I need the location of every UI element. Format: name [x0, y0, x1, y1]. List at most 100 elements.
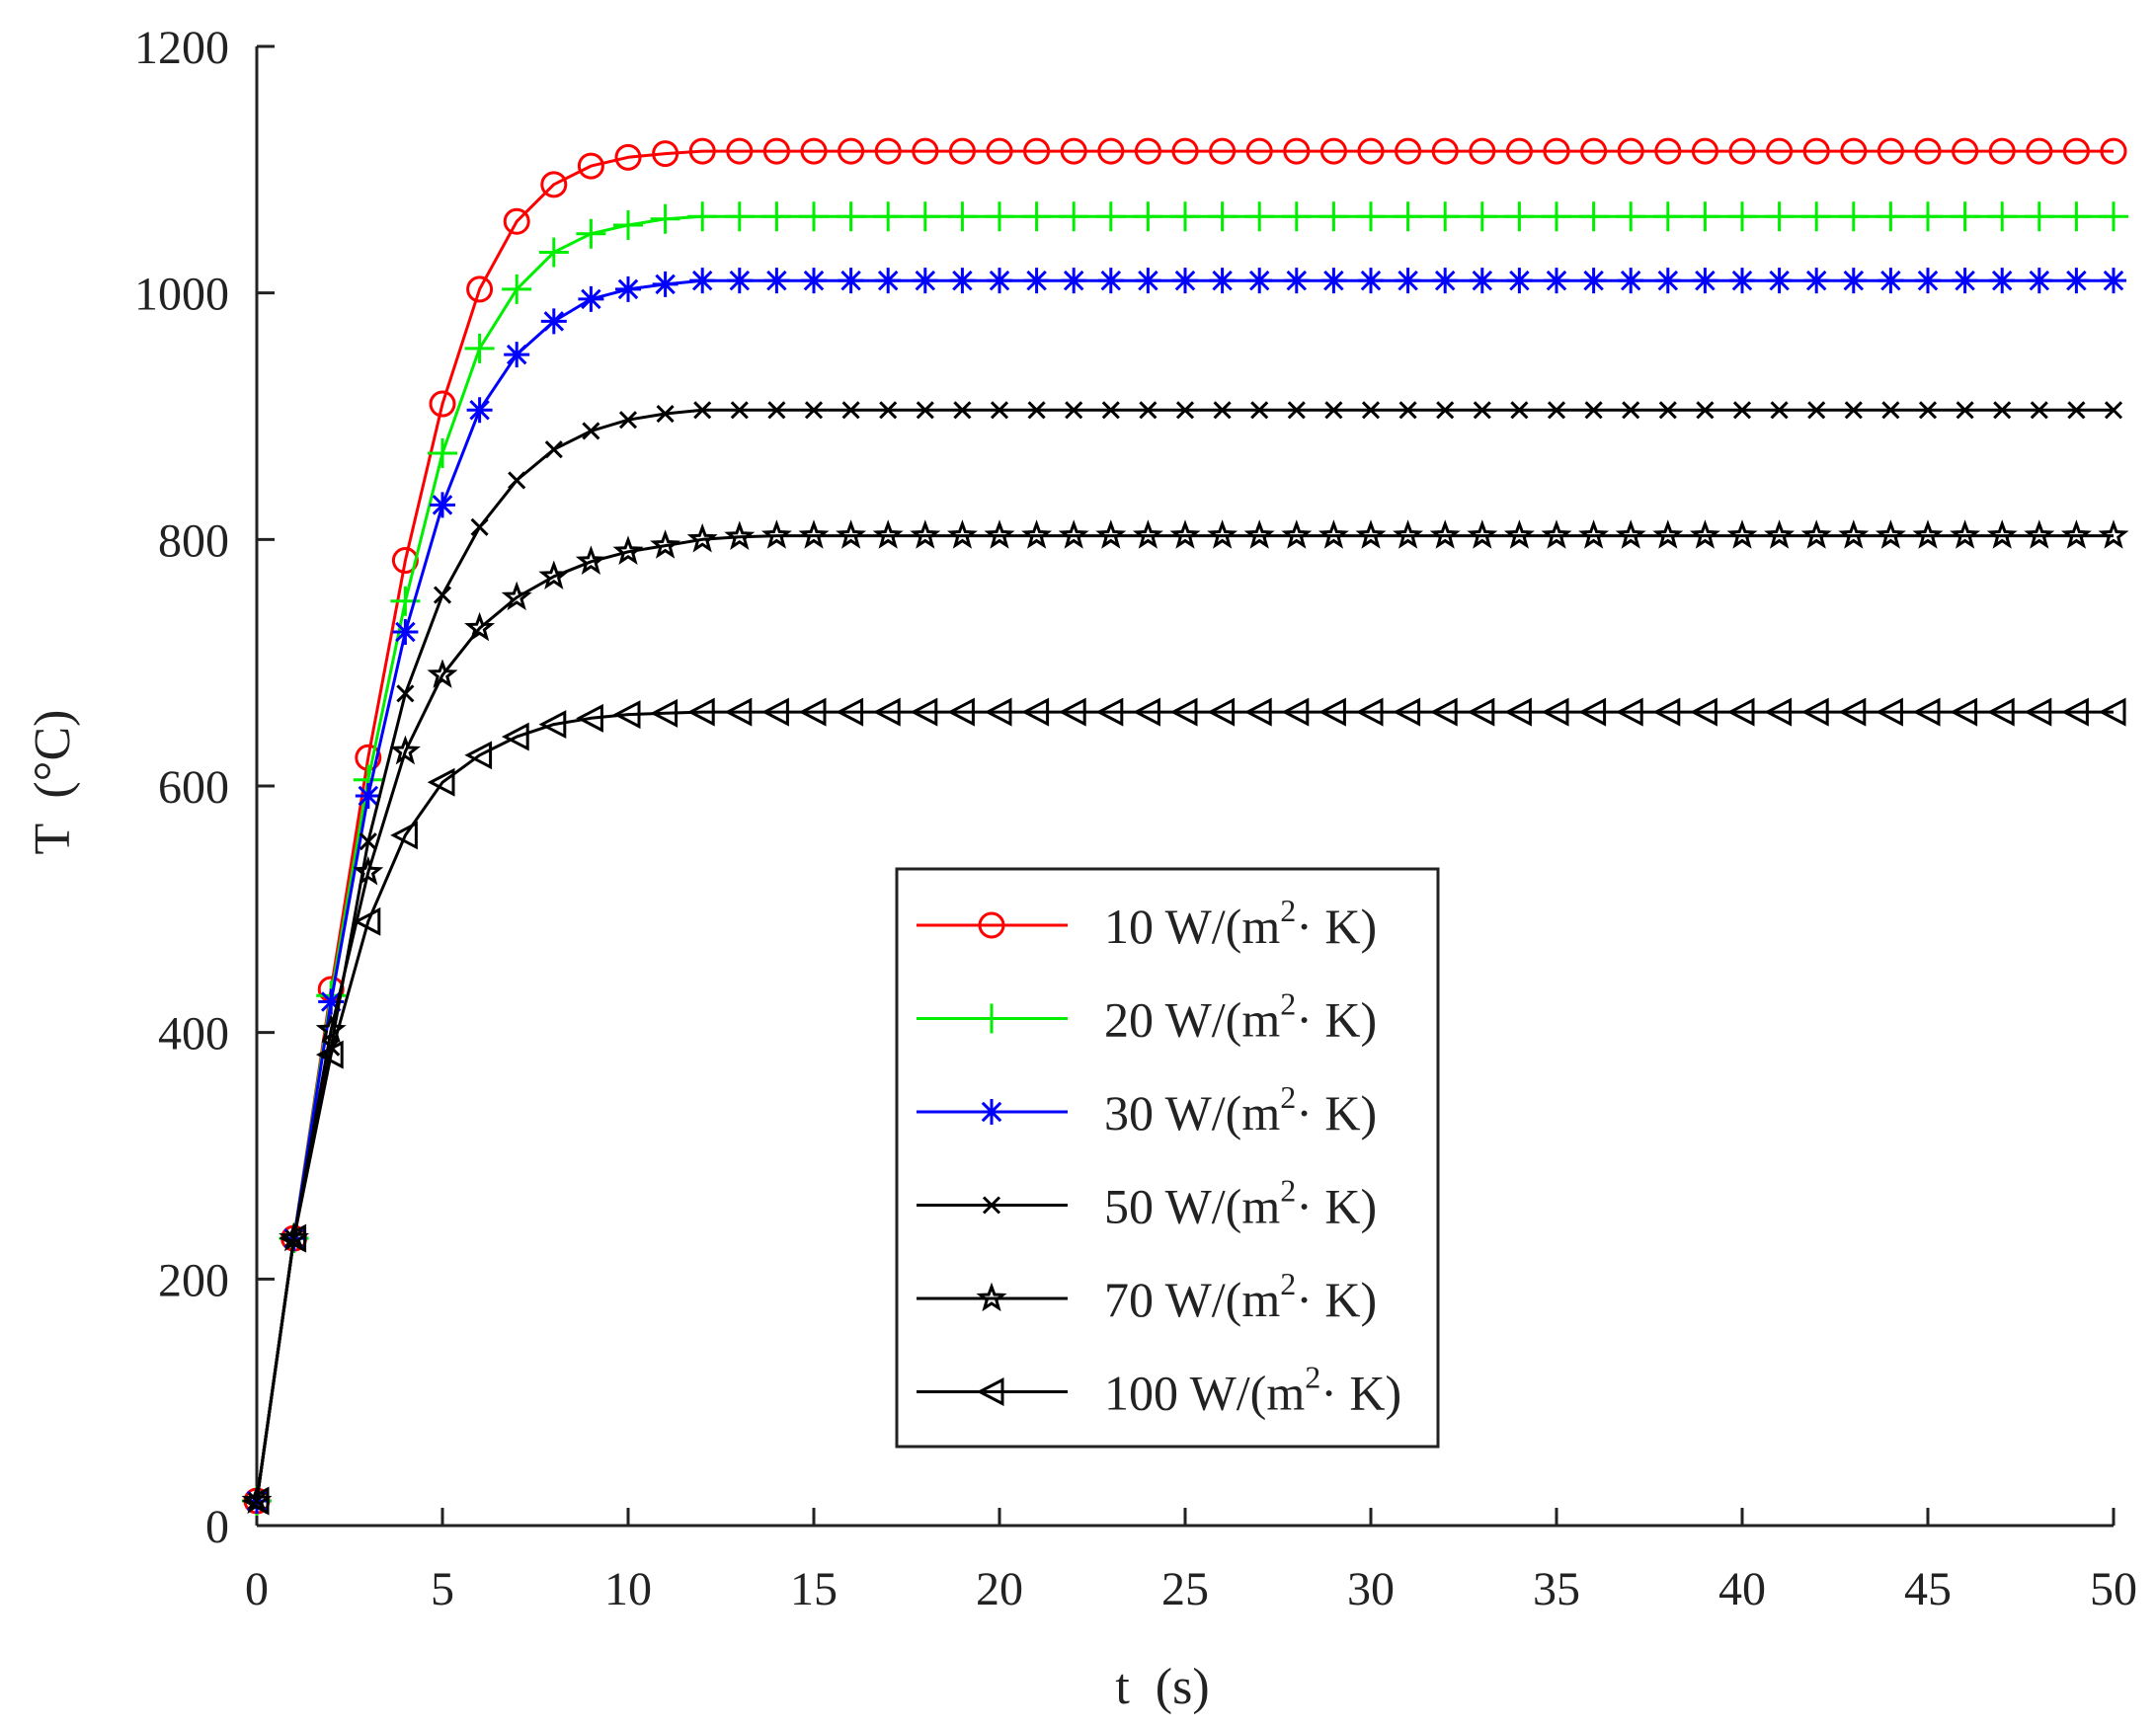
- data-point: [615, 275, 641, 302]
- data-point: [1732, 401, 1752, 420]
- data-point: [686, 522, 718, 553]
- data-point: [1510, 401, 1529, 420]
- data-point: [582, 422, 600, 440]
- data-point: [2024, 201, 2054, 232]
- data-point: [1766, 268, 1793, 294]
- data-point: [1881, 401, 1900, 420]
- data-point: [1319, 137, 1347, 165]
- data-point: [948, 137, 976, 165]
- data-point: [466, 275, 494, 303]
- data-point: [1764, 519, 1796, 549]
- data-point: [1021, 519, 1053, 549]
- x-tick-label: 45: [1904, 1563, 1952, 1615]
- data-point: [1652, 519, 1684, 549]
- data-point: [1580, 268, 1607, 294]
- legend-marker: [976, 1377, 1004, 1406]
- data-point: [1139, 401, 1158, 420]
- data-point: [1243, 697, 1272, 727]
- data-point: [1097, 268, 1124, 294]
- data-point: [1690, 201, 1720, 232]
- data-point: [1355, 519, 1387, 549]
- data-point: [2061, 201, 2092, 232]
- data-point: [1993, 401, 2012, 420]
- data-point: [912, 268, 938, 294]
- data-point: [1283, 137, 1311, 165]
- data-point: [466, 397, 493, 424]
- data-point: [1324, 401, 1343, 420]
- y-tick-label: 200: [158, 1254, 229, 1306]
- data-point: [1918, 401, 1938, 420]
- data-point: [872, 519, 904, 549]
- data-point: [1578, 201, 1609, 232]
- x-tick-label: 50: [2090, 1563, 2137, 1615]
- data-point: [501, 722, 529, 751]
- data-point: [2060, 519, 2092, 549]
- data-point: [1175, 401, 1195, 420]
- data-point: [1355, 697, 1384, 727]
- data-point: [2062, 137, 2090, 165]
- data-point: [1875, 519, 1906, 549]
- data-point: [1838, 519, 1870, 549]
- data-point: [1505, 137, 1533, 165]
- y-tick-label: 600: [158, 761, 229, 814]
- data-point: [761, 697, 789, 727]
- data-point: [577, 152, 604, 180]
- data-point: [538, 237, 569, 268]
- data-point: [1504, 697, 1532, 727]
- data-point: [1543, 137, 1570, 165]
- data-point: [1652, 201, 1683, 232]
- legend-entry: 50 W/(m2· K): [917, 1173, 1377, 1234]
- data-point: [1133, 201, 1163, 232]
- data-point: [359, 832, 377, 851]
- data-point: [910, 697, 938, 727]
- data-point: [504, 342, 530, 368]
- series-6: [241, 697, 2126, 1516]
- data-point: [1358, 268, 1384, 294]
- data-point: [1503, 519, 1535, 549]
- data-point: [1504, 201, 1535, 232]
- data-point: [1171, 137, 1199, 165]
- data-point: [315, 1040, 344, 1069]
- data-point: [1696, 401, 1715, 420]
- data-point: [1318, 697, 1346, 727]
- data-point: [464, 611, 496, 642]
- data-point: [1986, 697, 2015, 727]
- x-tick-label: 10: [604, 1563, 652, 1615]
- data-point: [1281, 201, 1312, 232]
- data-point: [946, 519, 978, 549]
- data-point: [1027, 401, 1046, 420]
- data-point: [2104, 401, 2123, 420]
- x-tick-label: 25: [1161, 1563, 1209, 1615]
- data-point: [1398, 401, 1417, 420]
- data-point: [800, 137, 828, 165]
- data-point: [1095, 519, 1127, 549]
- data-point: [2063, 268, 2090, 294]
- legend-entry: 30 W/(m2· K): [917, 1079, 1377, 1140]
- data-point: [1095, 201, 1126, 232]
- data-point: [836, 201, 866, 232]
- data-point: [430, 492, 455, 518]
- data-point: [2099, 201, 2128, 232]
- data-point: [1061, 268, 1087, 294]
- data-point: [1023, 268, 1050, 294]
- data-point: [656, 404, 675, 424]
- data-point: [1132, 519, 1163, 549]
- legend-entry: 20 W/(m2· K): [917, 986, 1377, 1048]
- data-point: [1320, 268, 1347, 294]
- data-point: [1318, 519, 1349, 549]
- data-point: [1956, 401, 1974, 420]
- data-point: [1728, 137, 1756, 165]
- data-point: [953, 401, 972, 420]
- data-point: [1135, 268, 1161, 294]
- y-tick-label: 400: [158, 1008, 229, 1060]
- data-point: [1912, 697, 1941, 727]
- data-point: [1473, 401, 1491, 420]
- data-point: [1838, 201, 1869, 232]
- data-point: [1658, 401, 1677, 420]
- data-point: [1060, 137, 1087, 165]
- data-point: [429, 390, 456, 418]
- data-point: [724, 520, 756, 550]
- y-tick-label: 1000: [134, 269, 229, 321]
- data-point: [1207, 201, 1238, 232]
- legend-entry: 100 W/(m2· K): [917, 1360, 1401, 1421]
